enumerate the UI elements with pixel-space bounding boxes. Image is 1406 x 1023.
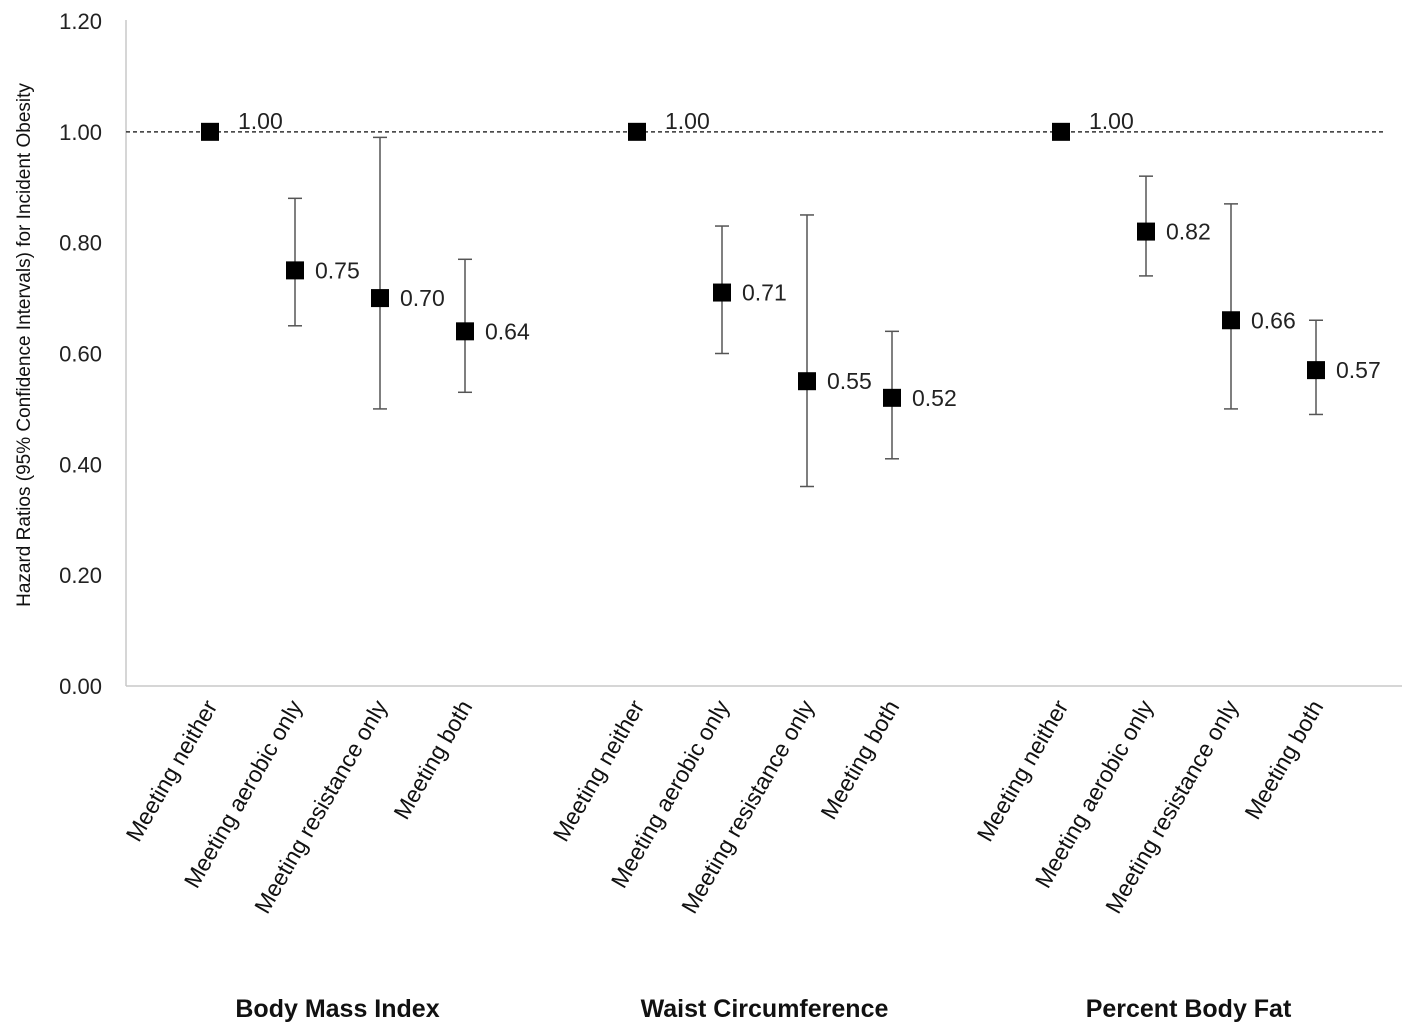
category-label: Meeting both (815, 696, 904, 824)
category-label: Meeting neither (548, 695, 650, 846)
data-label: 0.66 (1251, 307, 1296, 333)
data-label: 0.57 (1336, 357, 1381, 383)
point-marker (628, 122, 646, 141)
point-marker (1052, 122, 1070, 141)
point-marker (1222, 311, 1240, 330)
point-marker (371, 289, 389, 308)
data-label: 0.64 (485, 318, 530, 344)
point-marker (286, 261, 304, 280)
point-marker (456, 322, 474, 341)
y-tick-label: 0.60 (59, 342, 102, 367)
point-marker (883, 388, 901, 407)
group-label: Waist Circumference (641, 995, 889, 1023)
point-marker (201, 122, 219, 141)
data-label: 0.71 (742, 280, 787, 306)
category-label: Meeting neither (972, 695, 1074, 846)
data-label: 0.70 (400, 285, 445, 311)
data-label: 1.00 (1089, 108, 1134, 134)
data-label: 0.82 (1166, 219, 1211, 245)
category-label: Meeting both (1239, 696, 1328, 824)
point-marker (1137, 222, 1155, 241)
group-labels: Body Mass Index Waist Circumference Percen… (235, 995, 1292, 1023)
data-label: 1.00 (238, 108, 283, 134)
y-tick-label: 0.20 (59, 563, 102, 588)
point-marker (1307, 361, 1325, 380)
y-tick-label: 0.00 (59, 674, 102, 699)
y-tick-label: 1.00 (59, 120, 102, 145)
group-label: Body Mass Index (235, 995, 439, 1023)
category-label: Meeting both (388, 696, 477, 824)
data-label: 0.52 (912, 385, 957, 411)
data-label: 0.75 (315, 257, 360, 283)
y-tick-label: 1.20 (59, 9, 102, 34)
data-label: 1.00 (665, 108, 710, 134)
y-tick-labels: 0.00 0.20 0.40 0.60 0.80 1.00 1.20 (59, 9, 102, 699)
point-marker (713, 283, 731, 302)
y-tick-label: 0.80 (59, 231, 102, 256)
category-label: Meeting neither (121, 695, 223, 846)
y-axis-label: Hazard Ratios (95% Confidence Intervals)… (14, 83, 35, 607)
point-marker (798, 372, 816, 391)
data-label: 0.55 (827, 368, 872, 394)
error-bar-marks: 1.00 0.75 0.70 0.64 1.00 0.71 0.55 0.52 1.00 0.82… (201, 108, 1381, 488)
y-tick-label: 0.40 (59, 452, 102, 477)
group-label: Percent Body Fat (1086, 995, 1292, 1023)
